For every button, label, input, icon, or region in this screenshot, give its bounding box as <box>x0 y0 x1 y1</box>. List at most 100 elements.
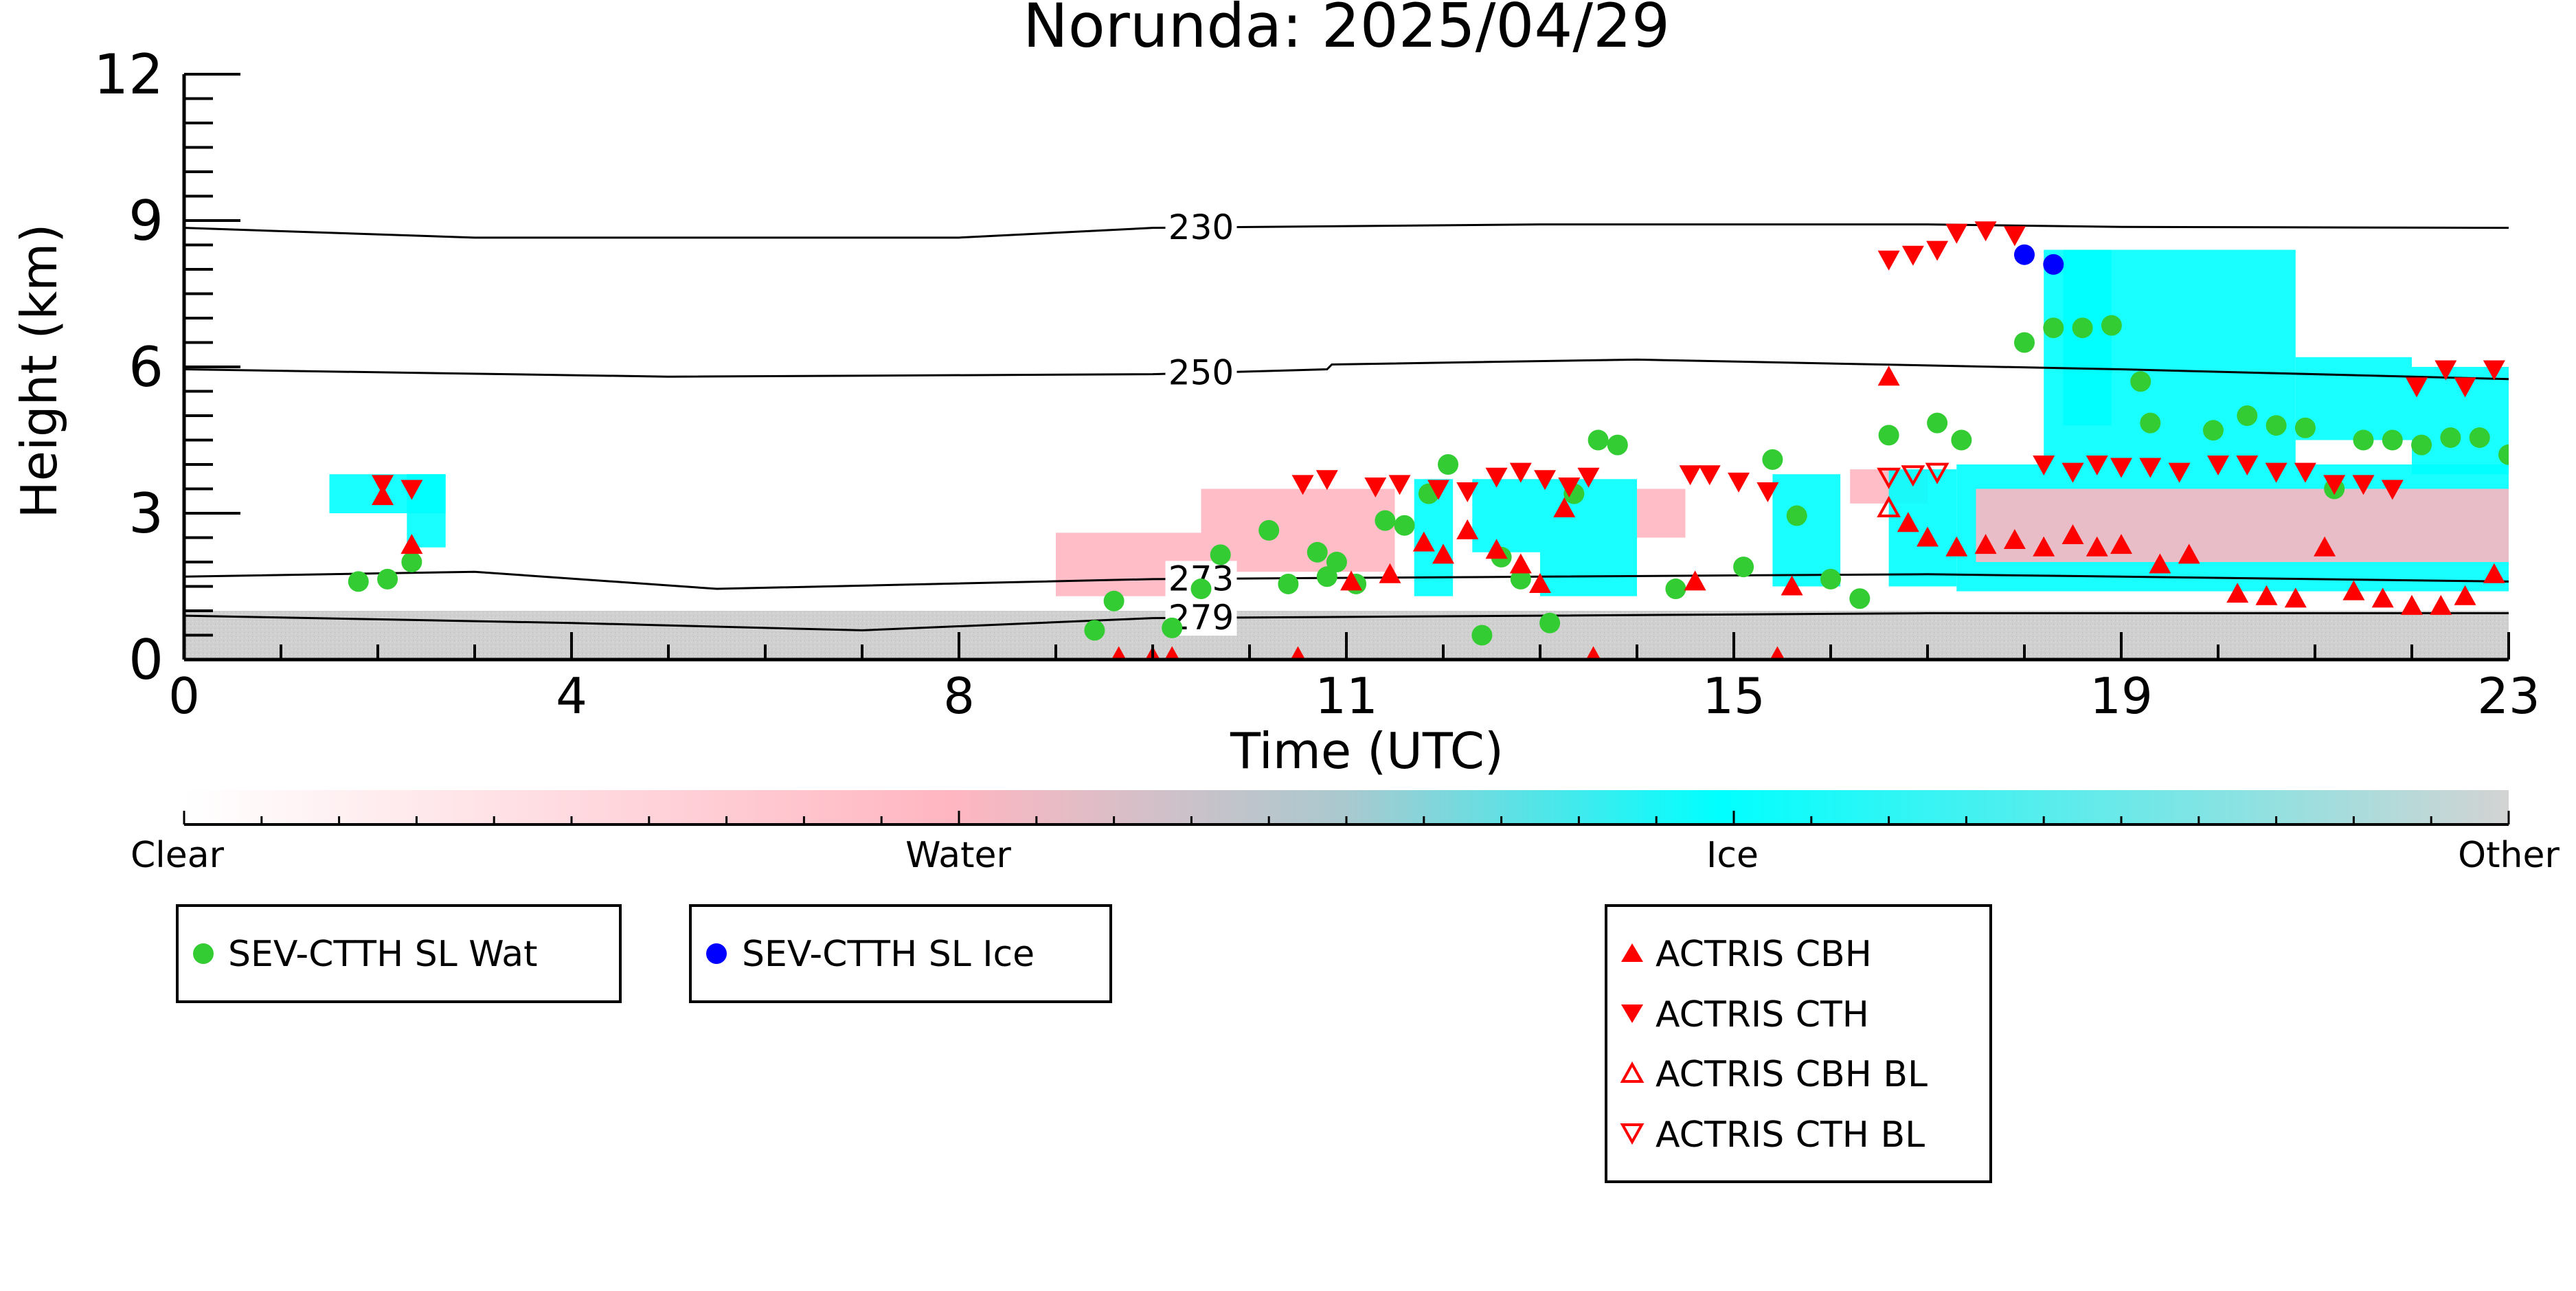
marker-actris-cbh <box>2033 536 2055 557</box>
marker-sev-ctth-sl-wat <box>401 552 422 572</box>
cloud-region-ice <box>1772 474 1841 587</box>
marker-actris-cth <box>2483 360 2505 381</box>
marker-actris-cbh <box>1770 646 1785 660</box>
marker-actris-cth <box>2003 226 2026 247</box>
marker-sev-ctth-sl-wat <box>1103 590 1125 611</box>
marker-actris-cbh <box>1456 519 1479 539</box>
marker-actris-cth <box>1509 462 1532 483</box>
marker-actris-cbh <box>1553 497 1576 517</box>
legend-label: ACTRIS CBH BL <box>1656 1054 1928 1095</box>
marker-actris-cth <box>2139 458 2162 478</box>
marker-sev-ctth-sl-wat <box>1394 515 1415 536</box>
marker-sev-ctth-sl-wat <box>1786 505 1807 526</box>
x-tick-label: 11 <box>1315 667 1378 725</box>
marker-sev-ctth-sl-wat <box>1927 412 1948 434</box>
marker-actris-cbh <box>400 534 423 554</box>
marker-sev-ctth-sl-wat <box>2130 371 2151 392</box>
marker-sev-ctth-sl-wat <box>1588 429 1609 451</box>
marker-sev-ctth-sl-wat <box>1471 625 1493 646</box>
marker-sev-ctth-sl-ice <box>2043 254 2064 275</box>
marker-actris-cbh <box>2226 583 2249 603</box>
marker-actris-cth <box>2294 462 2316 483</box>
isotherm-line-230 <box>184 223 2509 239</box>
cloud-region-ice <box>2063 249 2112 426</box>
marker-actris-cth <box>2168 462 2191 483</box>
marker-sev-ctth-sl-wat <box>2294 417 2316 438</box>
marker-sev-ctth-sl-wat <box>2237 405 2258 426</box>
y-axis-label: Height (km) <box>10 224 68 519</box>
marker-sev-ctth-sl-wat <box>1210 544 1231 565</box>
y-tick-label: 0 <box>128 628 163 692</box>
marker-sev-ctth-sl-wat <box>1084 620 1105 641</box>
legend-sev-wat: SEV-CTTH SL Wat <box>176 904 622 1003</box>
x-tick-label: 0 <box>168 667 200 725</box>
marker-sev-ctth-sl-wat <box>1539 612 1561 633</box>
isotherm-label-bg <box>1165 210 1237 246</box>
marker-sev-ctth-sl-wat <box>1733 557 1754 578</box>
marker-actris-cth <box>1679 465 1702 486</box>
legend-blue-circle-icon <box>706 943 727 964</box>
marker-actris-cth <box>1756 482 1779 503</box>
marker-actris-cbh <box>2430 594 2452 615</box>
marker-actris-cbh <box>2401 594 2423 615</box>
marker-sev-ctth-sl-wat <box>1375 510 1396 531</box>
marker-sev-ctth-sl-wat <box>1316 566 1337 587</box>
marker-actris-cbh <box>1164 646 1179 660</box>
marker-actris-cth <box>1558 477 1581 497</box>
marker-sev-ctth-sl-wat <box>1878 425 1899 446</box>
legend-green-circle-icon <box>193 943 214 964</box>
marker-actris-cbh <box>1974 534 1997 554</box>
plot-area: 23025027327903691204811151923 <box>93 43 2540 725</box>
y-tick-label: 3 <box>128 482 163 546</box>
x-tick-label: 4 <box>556 667 587 725</box>
cloud-region-water <box>1637 489 1686 538</box>
marker-actris-cth <box>2454 377 2476 398</box>
cloud-region-ice <box>1888 469 1957 587</box>
marker-actris-cbh <box>1684 570 1706 591</box>
legend-label: ACTRIS CBH <box>1656 934 1872 975</box>
legend-label: ACTRIS CTH BL <box>1656 1114 1925 1156</box>
marker-sev-ctth-sl-ice <box>2014 244 2035 265</box>
marker-sev-ctth-sl-wat <box>1665 579 1686 600</box>
marker-sev-ctth-sl-wat <box>1190 579 1212 600</box>
marker-sev-ctth-sl-wat <box>1258 519 1280 541</box>
marker-actris-cbh <box>2342 580 2365 600</box>
marker-actris-cbh <box>2454 585 2476 605</box>
cloud-region-ice <box>1472 479 1540 552</box>
marker-actris-cbh <box>2255 585 2278 605</box>
marker-actris-cbh <box>1111 646 1127 660</box>
marker-actris-cth <box>2381 480 2404 500</box>
marker-actris-cbh <box>2483 563 2505 583</box>
marker-sev-ctth-sl-wat <box>2498 444 2509 465</box>
marker-actris-cbh <box>1509 553 1532 574</box>
marker-sev-ctth-sl-wat <box>1849 588 1871 609</box>
marker-actris-cth <box>1534 470 1557 491</box>
marker-sev-ctth-sl-wat <box>1510 568 1531 590</box>
marker-sev-ctth-sl-wat <box>1762 449 1783 470</box>
isotherm-label-230: 230 <box>1168 207 1234 247</box>
marker-sev-ctth-sl-wat <box>1820 568 1841 590</box>
marker-actris-cbh <box>2110 534 2132 554</box>
legend-box <box>1605 904 1992 1183</box>
y-tick-label: 6 <box>128 335 163 399</box>
legend-red-triangle-down-icon <box>1621 1004 1643 1023</box>
legend-box <box>689 904 1112 1003</box>
marker-sev-ctth-sl-wat <box>348 571 369 592</box>
marker-actris-cbh <box>1917 526 1939 547</box>
marker-actris-cth-bl <box>1925 462 1950 484</box>
colorbar-label-ice: Ice <box>1706 835 1759 876</box>
marker-actris-cbh <box>2371 587 2394 608</box>
legend-label: ACTRIS CTH <box>1656 994 1869 1035</box>
marker-sev-ctth-sl-wat <box>1438 454 1459 475</box>
marker-actris-cth <box>2110 458 2132 478</box>
x-tick-label: 19 <box>2090 667 2153 725</box>
marker-actris-cth <box>2236 456 2259 475</box>
marker-sev-ctth-sl-wat <box>2440 427 2461 448</box>
marker-actris-cbh <box>1529 572 1551 593</box>
marker-actris-cth <box>1926 240 1949 261</box>
marker-actris-cth <box>1901 245 1924 266</box>
chart-title: Norunda: 2025/04/29 <box>1023 0 1670 61</box>
marker-actris-cth <box>1364 477 1387 497</box>
colorbar-label-clear: Clear <box>131 835 225 876</box>
colorbar-ticks <box>183 811 2510 826</box>
